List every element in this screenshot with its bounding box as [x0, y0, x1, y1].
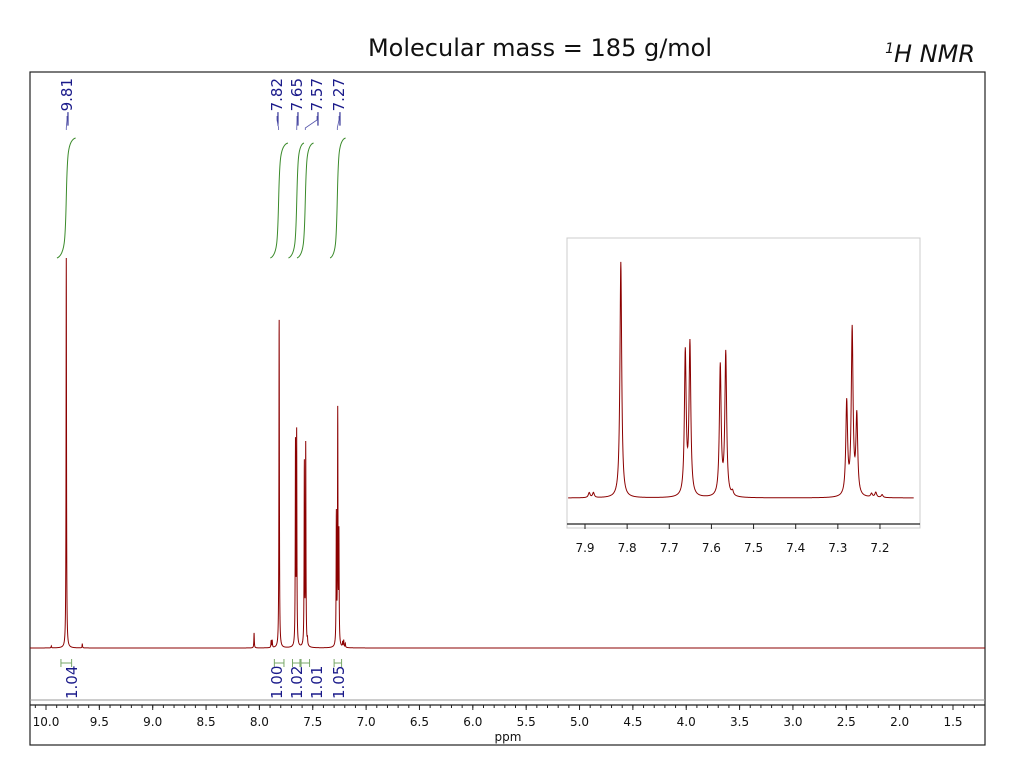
integral-value: 1.01 [308, 666, 326, 699]
inset-tick-label: 7.9 [575, 541, 594, 555]
integral-value: 1.02 [288, 666, 306, 699]
inset-tick-label: 7.2 [870, 541, 889, 555]
inset-zoom: 7.9 7.8 7.7 7.6 7.5 7.4 7.3 7.2 [567, 238, 920, 555]
x-tick-label: 9.5 [90, 715, 109, 729]
x-axis-ticks: 10.0 9.5 9.0 8.5 8.0 7.5 7.0 6.5 6.0 5.5 5.0 4.5 4.0… [33, 705, 985, 729]
nucleus-label: 1H NMR [885, 40, 975, 68]
x-tick-label: 1.5 [943, 715, 962, 729]
chart-title: Molecular mass = 185 g/mol [368, 34, 712, 62]
x-tick-label: 3.0 [783, 715, 802, 729]
inset-tick-label: 7.5 [744, 541, 763, 555]
integral-value: 1.05 [330, 666, 348, 699]
inset-tick-label: 7.7 [660, 541, 679, 555]
inset-x-axis-ticks: 7.9 7.8 7.7 7.6 7.5 7.4 7.3 7.2 [575, 524, 889, 555]
x-tick-label: 9.0 [143, 715, 162, 729]
x-axis-label: ppm [495, 730, 522, 744]
x-tick-label: 10.0 [33, 715, 60, 729]
integral-curve [288, 143, 303, 258]
x-tick-label: 5.0 [570, 715, 589, 729]
integral-value: 1.04 [63, 666, 81, 699]
integral-value: 1.00 [268, 666, 286, 699]
integral-curve [57, 138, 76, 258]
x-tick-label: 2.0 [890, 715, 909, 729]
inset-tick-label: 7.6 [702, 541, 721, 555]
x-tick-label: 3.5 [730, 715, 749, 729]
inset-tick-label: 7.8 [618, 541, 637, 555]
integral-curve [270, 143, 288, 258]
x-tick-label: 8.0 [250, 715, 269, 729]
inset-tick-label: 7.4 [786, 541, 805, 555]
x-tick-label: 4.5 [623, 715, 642, 729]
integral-curve [297, 143, 314, 258]
x-tick-label: 8.5 [197, 715, 216, 729]
peak-labels: —9.81—7.82—7.65—7.57—7.27 [58, 78, 348, 130]
x-tick-label: 5.5 [517, 715, 536, 729]
x-tick-label: 6.0 [463, 715, 482, 729]
x-tick-label: 7.0 [357, 715, 376, 729]
integral-curve [330, 138, 345, 258]
x-tick-label: 7.5 [303, 715, 322, 729]
inset-tick-label: 7.3 [828, 541, 847, 555]
x-tick-label: 6.5 [410, 715, 429, 729]
x-tick-label: 4.0 [677, 715, 696, 729]
x-tick-label: 2.5 [837, 715, 856, 729]
